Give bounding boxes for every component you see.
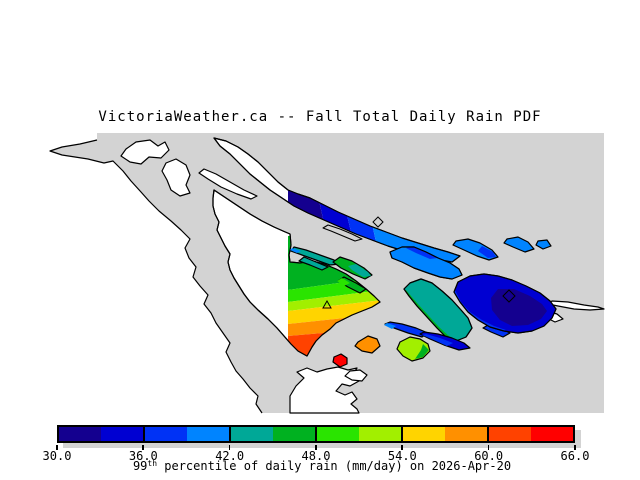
colorbar-cell bbox=[487, 427, 531, 441]
colorbar-tick bbox=[315, 445, 317, 450]
rain-band bbox=[422, 334, 453, 346]
caption-prefix: 99 bbox=[132, 459, 148, 473]
caption-superscript: th bbox=[147, 459, 158, 468]
colorbar-cell bbox=[359, 427, 401, 441]
islet-white-bay bbox=[344, 369, 368, 382]
colorbar-cell bbox=[187, 427, 229, 441]
rain-band bbox=[404, 290, 460, 341]
colorbar-tick bbox=[487, 445, 490, 450]
colorbar-tick bbox=[228, 445, 231, 450]
colorbar-tick-label: 54.0 bbox=[387, 449, 417, 463]
island-sliver-white bbox=[198, 168, 258, 200]
islands-south-blue bbox=[384, 321, 511, 351]
colorbar-labels: 30.0 36.0 42.0 48.0 54.0 60.0 66.0 bbox=[43, 449, 590, 463]
island-sliver-2 bbox=[298, 256, 329, 271]
plot-title: VictoriaWeather.ca -- Fall Total Daily R… bbox=[98, 109, 542, 125]
colorbar-tick bbox=[142, 445, 144, 450]
station-diamond-icon bbox=[372, 216, 384, 228]
rain-band bbox=[290, 248, 301, 253]
colorbar-tick bbox=[56, 445, 58, 450]
colorbar-tick-label: 48.0 bbox=[301, 449, 331, 463]
caption-rest: percentile of daily rain (mm/day) on 202… bbox=[157, 459, 512, 473]
island-nw-2 bbox=[161, 158, 191, 197]
colorbar-cell bbox=[101, 427, 143, 441]
rain-band bbox=[348, 264, 371, 277]
colorbar-cell bbox=[531, 427, 573, 441]
island-gray-sliver bbox=[322, 224, 363, 242]
colorbar-tick-label: 36.0 bbox=[128, 449, 158, 463]
colorbar-cell bbox=[143, 427, 187, 441]
colorbar-cell bbox=[273, 427, 315, 441]
colorbar-cell bbox=[59, 427, 101, 441]
station-triangle-icon bbox=[322, 299, 332, 309]
rain-band bbox=[384, 323, 396, 329]
islands-east-blue bbox=[452, 236, 552, 261]
islet-red bbox=[332, 353, 348, 368]
colorbar-tick bbox=[401, 445, 403, 450]
rain-band bbox=[288, 290, 380, 311]
islands-mid-green bbox=[332, 256, 373, 294]
rain-band bbox=[406, 247, 438, 259]
coastline bbox=[49, 139, 263, 414]
colorbar-cell bbox=[229, 427, 273, 441]
colorbar-ticks bbox=[56, 445, 576, 450]
colorbar-tick bbox=[574, 445, 576, 450]
islet-orange bbox=[354, 335, 381, 354]
island-east-2 bbox=[503, 236, 535, 253]
rain-band bbox=[478, 246, 496, 258]
island-nw-1 bbox=[120, 139, 170, 165]
colorbar-cell bbox=[445, 427, 487, 441]
rain-band bbox=[337, 278, 350, 286]
colorbar-tick-label: 30.0 bbox=[42, 449, 72, 463]
island-yellowgreen bbox=[396, 336, 431, 362]
colorbar-cell bbox=[401, 427, 445, 441]
rain-band bbox=[415, 344, 429, 359]
colorbar-tick-label: 60.0 bbox=[474, 449, 504, 463]
colorbar-tick-label: 42.0 bbox=[215, 449, 245, 463]
colorbar-cell bbox=[315, 427, 359, 441]
colorbar bbox=[57, 425, 575, 443]
colorbar-caption: 99th percentile of daily rain (mm/day) o… bbox=[0, 459, 640, 473]
island-east-3 bbox=[535, 239, 552, 250]
station-diamond-icon bbox=[502, 289, 516, 303]
colorbar-tick-label: 66.0 bbox=[560, 449, 590, 463]
rain-band bbox=[288, 300, 380, 324]
islands-teal-slivers bbox=[290, 246, 341, 271]
island-sliver-1 bbox=[290, 246, 341, 266]
